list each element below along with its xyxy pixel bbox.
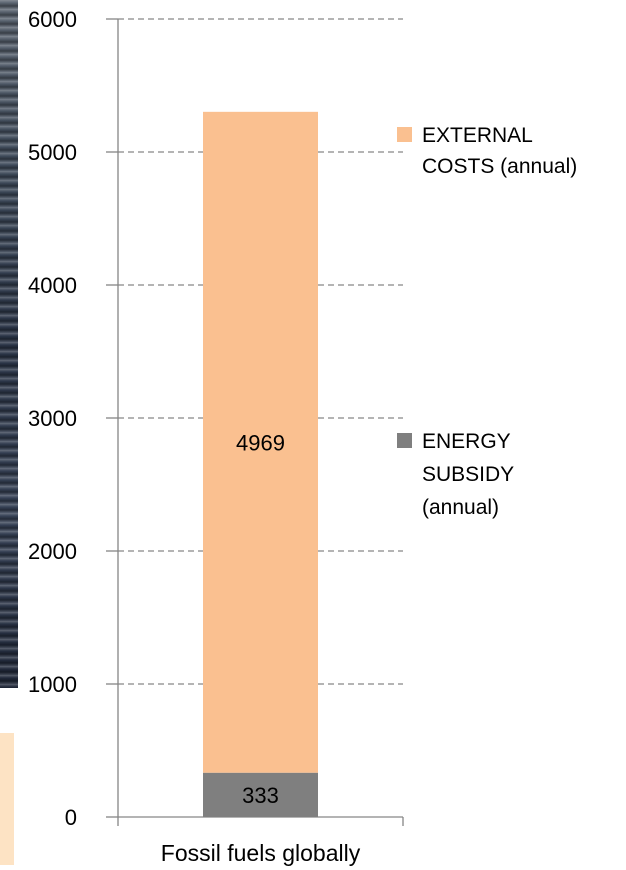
legend-swatch-energy-subsidy [397,433,412,448]
y-tick-label-3000: 3000 [28,406,77,431]
legend-label-energy-subsidy-line: SUBSIDY [422,463,514,486]
y-tick-label-4000: 4000 [28,273,77,298]
y-tick-label-5000: 5000 [28,140,77,165]
background-note-panel [0,733,14,865]
legend-label-energy-subsidy-line: (annual) [422,496,499,519]
legend-label-energy-subsidy-line: ENERGY [422,430,511,453]
bar-segment-energy-subsidy [203,772,318,817]
background-photo [0,0,18,688]
legend-label-external-costs-line: COSTS (annual) [422,155,577,178]
y-tick-label-6000: 6000 [28,7,77,32]
y-tick-label-0: 0 [65,805,77,830]
legend-swatch-external-costs [397,127,412,142]
x-category-label: Fossil fuels globally [161,840,361,866]
bar-segment-external-costs [203,111,318,773]
y-tick-label-2000: 2000 [28,539,77,564]
data-label-external-costs: 4969 [236,430,285,455]
y-tick-label-1000: 1000 [28,672,77,697]
legend-label-external-costs-line: EXTERNAL [422,124,533,147]
data-label-energy-subsidy: 333 [242,783,279,808]
